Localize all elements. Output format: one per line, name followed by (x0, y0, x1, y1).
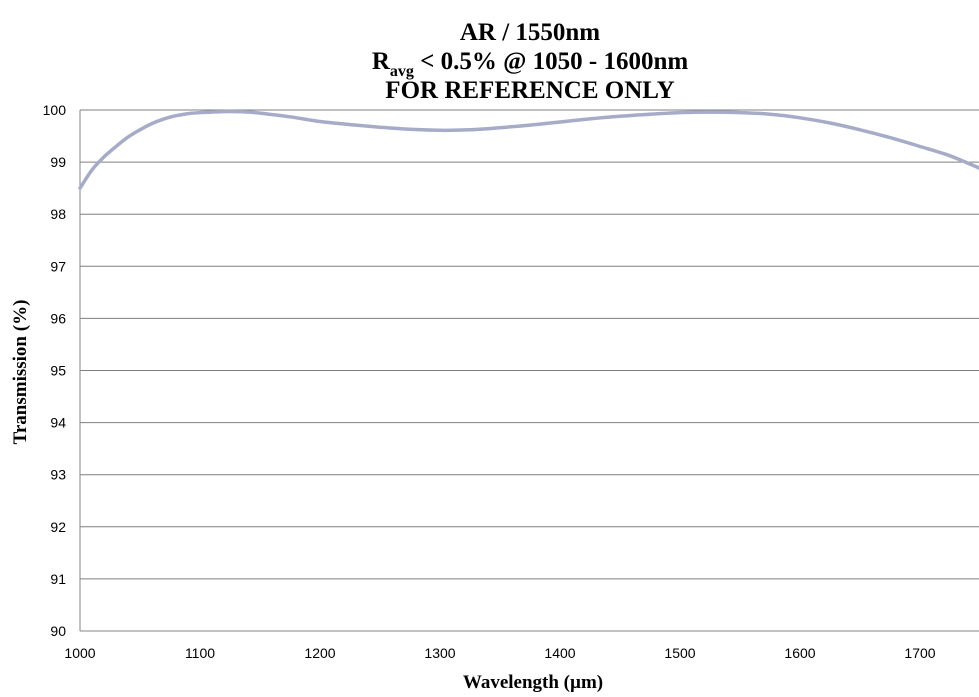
y-tick-label: 100 (43, 102, 67, 118)
axes (79, 110, 979, 632)
series-group (78, 109, 979, 190)
x-tick-label: 1600 (784, 645, 815, 661)
y-tick-label: 93 (50, 467, 66, 483)
y-tick-label: 97 (50, 258, 66, 274)
series-line-0 (78, 109, 979, 190)
y-tick-label: 96 (50, 310, 66, 326)
x-tick-label: 1000 (64, 645, 95, 661)
x-tick-label: 1500 (664, 645, 695, 661)
x-tick-label: 1200 (304, 645, 335, 661)
x-tick-label: 1300 (424, 645, 455, 661)
chart-title-line3: FOR REFERENCE ONLY (385, 77, 674, 104)
chart-title-r: R (372, 48, 391, 75)
y-tick-label: 92 (50, 519, 66, 535)
chart-title-line2: Ravg < 0.5% @ 1050 - 1600nm (372, 48, 689, 80)
y-axis-title: Transmission (%) (10, 300, 31, 445)
y-tick-labels: 90 91 92 93 94 95 96 97 98 99 100 (43, 102, 67, 639)
y-tick-label: 94 (50, 415, 66, 431)
chart-title-line1: AR / 1550nm (460, 19, 600, 46)
y-tick-label: 91 (50, 571, 66, 587)
x-tick-label: 1400 (544, 645, 575, 661)
y-tick-label: 95 (50, 363, 66, 379)
x-tick-label: 1700 (904, 645, 935, 661)
x-axis-title: Wavelength (µm) (463, 672, 603, 693)
y-tick-label: 98 (50, 206, 66, 222)
chart-title-rest: < 0.5% @ 1050 - 1600nm (414, 48, 688, 75)
y-tick-label: 90 (50, 623, 66, 639)
x-tick-labels: 1000 1100 1200 1300 1400 1500 1600 1700 (64, 645, 935, 661)
chart-title-subscript: avg (390, 63, 414, 80)
x-tick-label: 1100 (185, 645, 215, 661)
gridlines (80, 109, 979, 580)
y-tick-label: 99 (50, 154, 66, 170)
